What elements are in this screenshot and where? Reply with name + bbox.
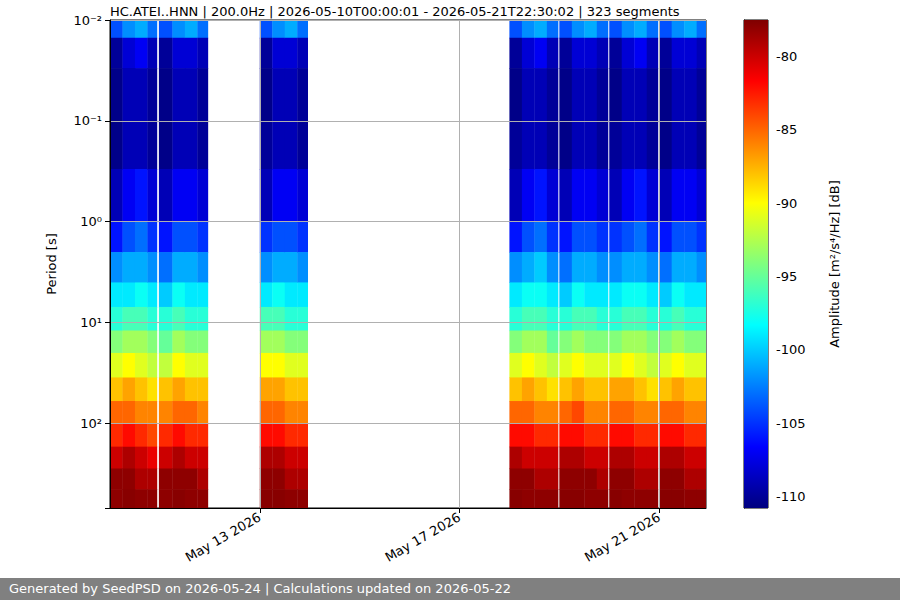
- svg-text:May 21 2026: May 21 2026: [582, 510, 663, 565]
- svg-text:May 17 2026: May 17 2026: [382, 510, 463, 565]
- svg-text:-90: -90: [776, 196, 797, 211]
- svg-text:10¹: 10¹: [80, 315, 102, 330]
- svg-text:Generated by SeedPSD on 2026-0: Generated by SeedPSD on 2026-05-24 | Cal…: [9, 581, 511, 596]
- svg-text:Period [s]: Period [s]: [44, 233, 59, 295]
- svg-text:-85: -85: [776, 122, 797, 137]
- svg-text:-105: -105: [776, 416, 806, 431]
- svg-text:-80: -80: [776, 49, 797, 64]
- svg-text:-110: -110: [776, 489, 806, 504]
- svg-text:-95: -95: [776, 269, 797, 284]
- svg-text:Amplitude [m²/s⁴/Hz] [dB]: Amplitude [m²/s⁴/Hz] [dB]: [827, 180, 842, 348]
- svg-text:May 13 2026: May 13 2026: [183, 510, 264, 565]
- svg-text:10²: 10²: [80, 416, 102, 431]
- svg-text:10⁻¹: 10⁻¹: [73, 113, 102, 128]
- svg-text:10⁻²: 10⁻²: [73, 13, 102, 28]
- svg-text:HC.ATEI..HNN | 200.0Hz | 2026-: HC.ATEI..HNN | 200.0Hz | 2026-05-10T00:0…: [110, 4, 680, 19]
- svg-text:10⁰: 10⁰: [80, 214, 102, 229]
- svg-text:-100: -100: [776, 342, 806, 357]
